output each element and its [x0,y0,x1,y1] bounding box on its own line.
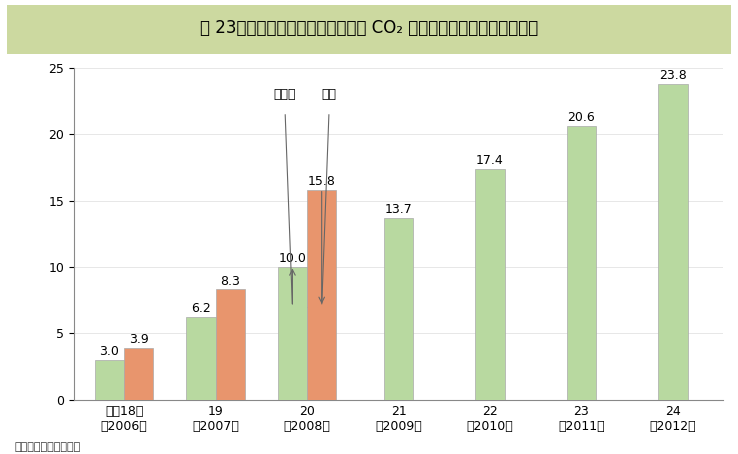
Text: 3.9: 3.9 [129,333,148,346]
Bar [7,5,731,54]
Text: 15.8: 15.8 [308,175,336,188]
Text: 6.2: 6.2 [191,302,211,316]
Bar [277,267,307,400]
Bar [186,317,215,400]
Text: 20.6: 20.6 [568,111,596,124]
Text: 8.3: 8.3 [220,275,240,287]
Text: 10.0: 10.0 [278,252,306,265]
Text: 見込み: 見込み [274,88,297,101]
Bar [215,290,245,400]
Bar [124,348,154,400]
Text: 3.0: 3.0 [100,345,120,358]
Text: 23.8: 23.8 [659,69,687,82]
Text: 資料：農林水産省調べ: 資料：農林水産省調べ [15,442,81,452]
Bar [95,360,124,400]
Bar [307,190,337,400]
Text: 17.4: 17.4 [476,154,504,167]
Bar [567,126,596,400]
Bar [658,84,688,400]
Bar [384,218,413,400]
Text: 13.7: 13.7 [384,203,413,216]
Text: 実績: 実績 [322,88,337,101]
Text: 万 t－CO₂: 万 t－CO₂ [15,42,63,55]
Bar [475,169,505,400]
Text: 図 23　施設園芸・農業機械による CO₂ 排出の削減量の実績と見込み: 図 23 施設園芸・農業機械による CO₂ 排出の削減量の実績と見込み [200,20,538,37]
